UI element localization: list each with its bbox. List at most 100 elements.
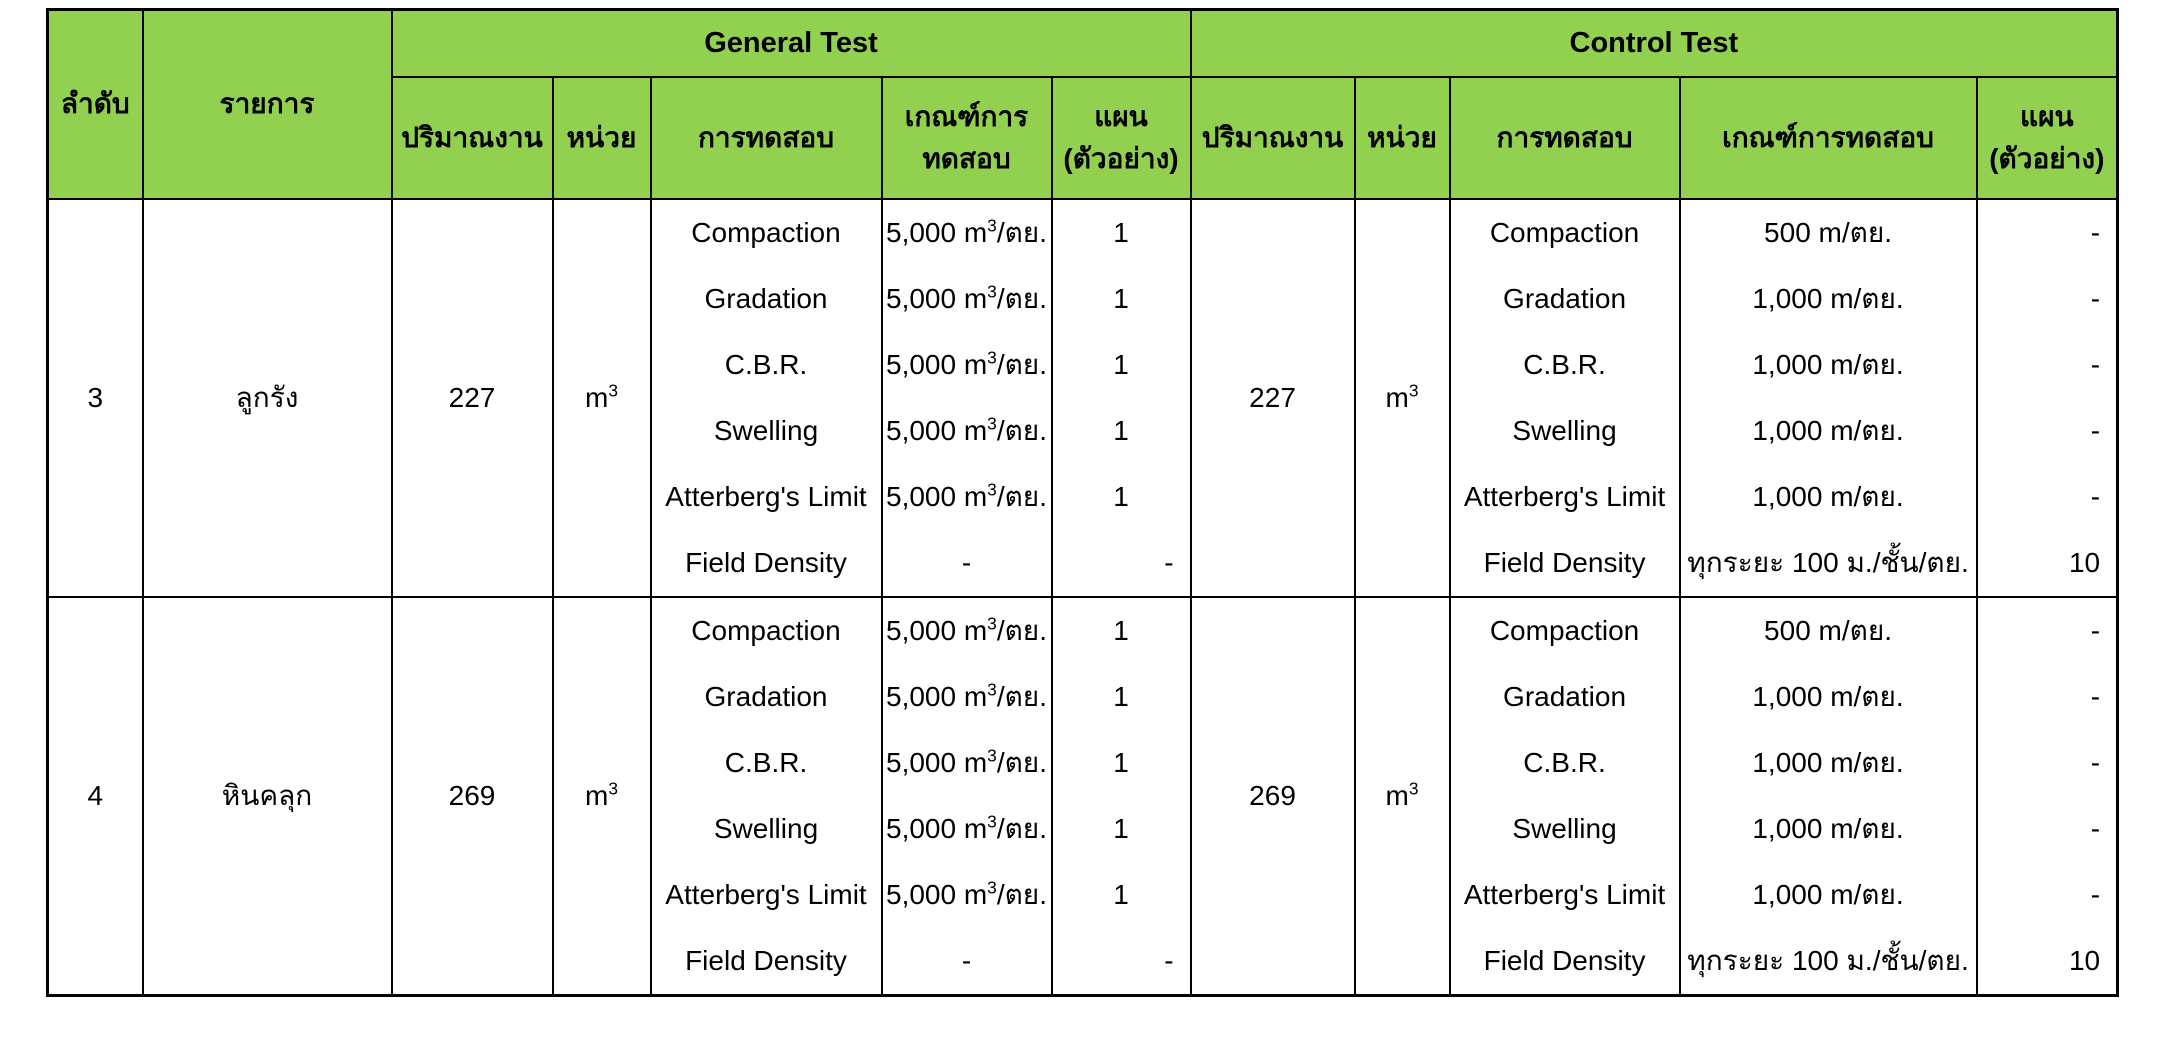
- control-test-name-cell: Swelling: [1448, 795, 1681, 862]
- item-cell: ลูกรัง: [141, 198, 393, 597]
- general-unit-cell: m3: [551, 198, 652, 597]
- general-plan-cell: 1: [1050, 729, 1192, 796]
- header-general-plan: แผน (ตัวอย่าง): [1050, 75, 1192, 200]
- control-test-name-cell: Swelling: [1448, 397, 1681, 464]
- header-general-unit: หน่วย: [551, 75, 652, 200]
- general-test-name-cell: Atterberg's Limit: [649, 463, 883, 530]
- control-test-name-cell: C.B.R.: [1448, 331, 1681, 398]
- header-row-sections: ลำดับ รายการ General Test Control Test: [46, 8, 2119, 200]
- test-subrow: Gradation 5,000 m3/ตย. 1 Gradation 1,000 m/ต…: [48, 265, 2119, 332]
- test-subrow: 4 หินคลุก 269 m3 Compaction 5,000 m3/ตย. 1 269 m…: [46, 596, 2119, 995]
- control-criteria-cell: 500 m/ตย.: [1678, 596, 1978, 664]
- general-criteria-cell: -: [880, 529, 1053, 597]
- general-criteria-cell: 5,000 m3/ตย.: [880, 663, 1053, 730]
- control-plan-cell: -: [1975, 596, 2119, 664]
- general-test-name-cell: C.B.R.: [649, 729, 883, 796]
- material-row: 3 ลูกรัง 227 m3 Compaction 5,000 m3/ตย. 1 227 m3…: [46, 198, 2119, 597]
- control-criteria-cell: 1,000 m/ตย.: [1678, 463, 1978, 530]
- general-quantity-cell: 269: [390, 596, 554, 995]
- test-subrow: Swelling 5,000 m3/ตย. 1 Swelling 1,000 m/ตย.…: [48, 397, 2119, 464]
- control-test-name-cell: Field Density: [1448, 529, 1681, 597]
- test-subrow: Field Density - - Field Density ทุกระยะ 100 …: [48, 529, 2119, 597]
- table-header: ลำดับ รายการ General Test Control Test ป…: [46, 8, 2119, 200]
- general-test-name-cell: Compaction: [649, 596, 883, 664]
- header-general-test-section: General Test: [390, 8, 1192, 78]
- control-criteria-cell: 1,000 m/ตย.: [1678, 331, 1978, 398]
- item-cell: หินคลุก: [141, 596, 393, 995]
- control-criteria-cell: ทุกระยะ 100 ม./ชั้น/ตย.: [1678, 529, 1978, 597]
- control-plan-cell: -: [1975, 861, 2119, 928]
- header-general-criteria: เกณฑ์การทดสอบ: [880, 75, 1053, 200]
- header-item: รายการ: [141, 8, 393, 200]
- control-test-name-cell: Atterberg's Limit: [1448, 463, 1681, 530]
- general-plan-cell: 1: [1050, 795, 1192, 862]
- general-criteria-cell: -: [880, 927, 1053, 995]
- control-test-name-cell: Atterberg's Limit: [1448, 861, 1681, 928]
- header-general-test: การทดสอบ: [649, 75, 883, 200]
- general-test-name-cell: Atterberg's Limit: [649, 861, 883, 928]
- control-criteria-cell: 1,000 m/ตย.: [1678, 729, 1978, 796]
- control-criteria-cell: 1,000 m/ตย.: [1678, 861, 1978, 928]
- general-plan-cell: 1: [1050, 463, 1192, 530]
- general-criteria-cell: 5,000 m3/ตย.: [880, 795, 1053, 862]
- control-criteria-cell: 500 m/ตย.: [1678, 198, 1978, 266]
- header-general-criteria-line1: เกณฑ์การ: [904, 100, 1029, 132]
- control-test-name-cell: Gradation: [1448, 663, 1681, 730]
- general-plan-cell: 1: [1050, 331, 1192, 398]
- control-plan-cell: 10: [1975, 927, 2119, 995]
- general-plan-cell: -: [1050, 529, 1192, 597]
- control-plan-cell: -: [1975, 463, 2119, 530]
- control-plan-cell: -: [1975, 795, 2119, 862]
- general-test-name-cell: Gradation: [649, 663, 883, 730]
- header-control-unit: หน่วย: [1353, 75, 1451, 200]
- general-test-name-cell: C.B.R.: [649, 331, 883, 398]
- general-test-name-cell: Field Density: [649, 529, 883, 597]
- general-criteria-cell: 5,000 m3/ตย.: [880, 596, 1053, 664]
- control-test-name-cell: Field Density: [1448, 927, 1681, 995]
- test-subrow: Atterberg's Limit 5,000 m3/ตย. 1 Atterberg'…: [48, 463, 2119, 530]
- test-subrow: Swelling 5,000 m3/ตย. 1 Swelling 1,000 m/ตย.…: [48, 795, 2119, 862]
- control-test-name-cell: Compaction: [1448, 198, 1681, 266]
- header-general-plan-line2: (ตัวอย่าง): [1063, 142, 1179, 174]
- material-row: 4 หินคลุก 269 m3 Compaction 5,000 m3/ตย. 1 269 m…: [46, 596, 2119, 995]
- control-test-name-cell: Gradation: [1448, 265, 1681, 332]
- control-quantity-cell: 227: [1189, 198, 1356, 597]
- control-plan-cell: -: [1975, 397, 2119, 464]
- header-control-criteria: เกณฑ์การทดสอบ: [1678, 75, 1978, 200]
- control-plan-cell: -: [1975, 729, 2119, 796]
- control-plan-cell: -: [1975, 265, 2119, 332]
- material-testing-plan-table: ลำดับ รายการ General Test Control Test ป…: [46, 8, 2120, 997]
- test-subrow: C.B.R. 5,000 m3/ตย. 1 C.B.R. 1,000 m/ตย. -: [48, 729, 2119, 796]
- general-plan-cell: 1: [1050, 596, 1192, 664]
- test-subrow: 3 ลูกรัง 227 m3 Compaction 5,000 m3/ตย. 1 227 m3…: [46, 198, 2119, 597]
- test-subrow: Atterberg's Limit 5,000 m3/ตย. 1 Atterberg'…: [48, 861, 2119, 928]
- header-control-plan-line1: แผน: [2020, 100, 2074, 132]
- general-quantity-cell: 227: [390, 198, 554, 597]
- general-criteria-cell: 5,000 m3/ตย.: [880, 331, 1053, 398]
- control-criteria-cell: 1,000 m/ตย.: [1678, 795, 1978, 862]
- control-criteria-cell: ทุกระยะ 100 ม./ชั้น/ตย.: [1678, 927, 1978, 995]
- control-quantity-cell: 269: [1189, 596, 1356, 995]
- header-general-criteria-line2: ทดสอบ: [922, 142, 1011, 174]
- control-unit-cell: m3: [1353, 596, 1451, 995]
- header-control-plan-line2: (ตัวอย่าง): [1989, 142, 2105, 174]
- order-cell: 3: [46, 198, 144, 597]
- general-test-name-cell: Field Density: [649, 927, 883, 995]
- control-test-name-cell: C.B.R.: [1448, 729, 1681, 796]
- general-criteria-cell: 5,000 m3/ตย.: [880, 198, 1053, 266]
- general-test-name-cell: Swelling: [649, 795, 883, 862]
- header-control-quantity: ปริมาณงาน: [1189, 75, 1356, 200]
- control-plan-cell: 10: [1975, 529, 2119, 597]
- header-control-test: การทดสอบ: [1448, 75, 1681, 200]
- header-general-quantity: ปริมาณงาน: [390, 75, 554, 200]
- general-plan-cell: 1: [1050, 265, 1192, 332]
- header-control-test-section: Control Test: [1189, 8, 2119, 78]
- test-subrow: Gradation 5,000 m3/ตย. 1 Gradation 1,000 m/ต…: [48, 663, 2119, 730]
- general-unit-cell: m3: [551, 596, 652, 995]
- general-plan-cell: 1: [1050, 198, 1192, 266]
- control-plan-cell: -: [1975, 663, 2119, 730]
- header-row-columns: ปริมาณงาน หน่วย การทดสอบ เกณฑ์การทดสอบ แ…: [48, 75, 2119, 200]
- control-plan-cell: -: [1975, 331, 2119, 398]
- header-order: ลำดับ: [46, 8, 144, 200]
- general-criteria-cell: 5,000 m3/ตย.: [880, 729, 1053, 796]
